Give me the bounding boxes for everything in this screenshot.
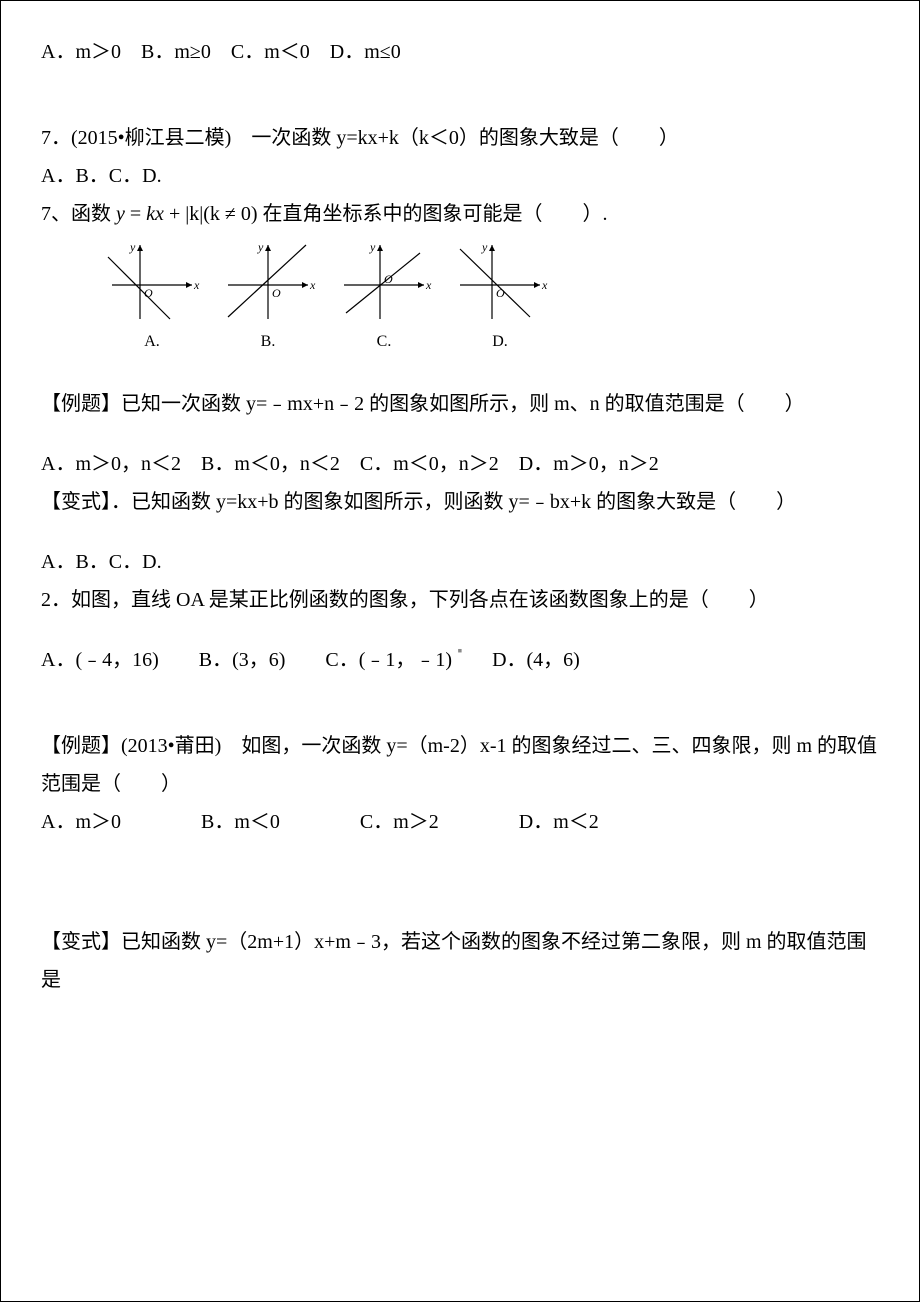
graph-B: x y O (220, 239, 316, 325)
center-marker: ▪ (458, 637, 463, 664)
q7b-plus: + (164, 203, 185, 225)
ex1-options: A．m＞0，n＜2 B．m＜0，n＜2 C．m＜0，n＞2 D．m＞0，n＞2 (41, 445, 879, 483)
spacer (41, 679, 879, 727)
diagram-label-B: B. (213, 327, 323, 357)
diagram-label-D: D. (445, 327, 555, 357)
svg-text:y: y (129, 240, 136, 254)
q7b-cond: (k ≠ 0) (203, 203, 257, 225)
graph-A: x y O (104, 239, 200, 325)
q7b-suffix: 在直角坐标系中的图象可能是（ ）. (258, 203, 608, 225)
spacer (41, 521, 879, 543)
q7b-eq: = (125, 203, 146, 225)
q7b-kx: kx (146, 203, 164, 225)
q2-text: 2．如图，直线 OA 是某正比例函数的图象，下列各点在该函数图象上的是（ ） (41, 581, 879, 619)
q7b-diagrams: x y O A. x y O B. (41, 239, 879, 357)
spacer (41, 423, 879, 445)
q7b-text: 7、函数 y = kx + |k|(k ≠ 0) 在直角坐标系中的图象可能是（ … (41, 195, 879, 233)
q7a-text: 7．(2015•柳江县二模) 一次函数 y=kx+k（k＜0）的图象大致是（ ） (41, 119, 879, 157)
spacer (41, 71, 879, 119)
ex2-line1: 【例题】(2013•莆田) 如图，一次函数 y=（m-2）x-1 的图象经过二、… (41, 727, 879, 765)
diagram-D: x y O D. (445, 239, 555, 357)
diagram-label-C: C. (329, 327, 439, 357)
svg-text:y: y (257, 240, 264, 254)
var1-text: 【变式】．已知函数 y=kx+b 的图象如图所示，则函数 y=﹣bx+k 的图象… (41, 483, 879, 521)
q7b-prefix: 7、函数 (41, 203, 111, 225)
ex2-line2: 范围是（ ） (41, 765, 879, 803)
var1-options: A．B．C．D. (41, 543, 879, 581)
ex2-options: A．m＞0 B．m＜0 C．m＞2 D．m＜2 (41, 803, 879, 841)
diagram-A: x y O A. (97, 239, 207, 357)
spacer (41, 363, 879, 385)
graph-D: x y O (452, 239, 548, 325)
svg-text:x: x (541, 278, 548, 292)
svg-text:O: O (272, 286, 281, 300)
svg-text:y: y (369, 240, 376, 254)
diagram-C: x y O C. (329, 239, 439, 357)
graph-C: x y O (336, 239, 432, 325)
document-page: A．m＞0 B．m≥0 C．m＜0 D．m≤0 7．(2015•柳江县二模) 一… (0, 0, 920, 1302)
q7a-options: A．B．C．D. (41, 157, 879, 195)
q7b-y: y (116, 203, 125, 225)
ex1-text: 【例题】已知一次函数 y=﹣mx+n﹣2 的图象如图所示，则 m、n 的取值范围… (41, 385, 879, 423)
svg-text:x: x (309, 278, 316, 292)
svg-text:y: y (481, 240, 488, 254)
spacer (41, 841, 879, 901)
spacer (41, 901, 879, 923)
diagram-label-A: A. (97, 327, 207, 357)
svg-text:x: x (193, 278, 200, 292)
svg-text:x: x (425, 278, 432, 292)
diagram-B: x y O B. (213, 239, 323, 357)
q-top-options: A．m＞0 B．m≥0 C．m＜0 D．m≤0 (41, 33, 879, 71)
q7b-absk: |k| (185, 203, 203, 225)
var2-text: 【变式】已知函数 y=（2m+1）x+m﹣3，若这个函数的图象不经过第二象限，则… (41, 923, 879, 999)
